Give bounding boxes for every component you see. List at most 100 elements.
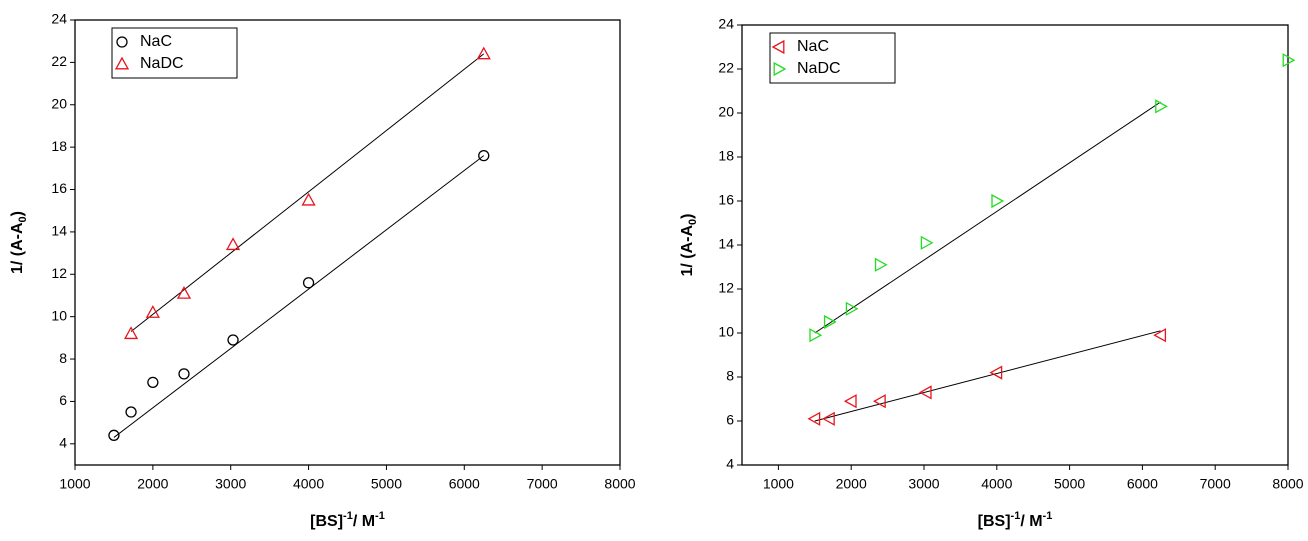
x-tick-label: 1000 — [59, 476, 90, 492]
point — [147, 376, 159, 389]
y-tick-label: 10 — [718, 324, 734, 340]
y-tick-label: 24 — [51, 11, 67, 27]
point — [1155, 99, 1168, 114]
y-axis-label-part: 1/ (A-A — [679, 225, 696, 277]
x-tick-label: 5000 — [1054, 476, 1085, 492]
fit-line — [130, 53, 485, 332]
x-axis-label-part: -1 — [375, 510, 385, 522]
point — [773, 61, 787, 77]
y-tick-label: 16 — [718, 192, 734, 208]
y-tick-label: 14 — [718, 236, 734, 252]
point — [301, 192, 316, 206]
x-tick-label: 3000 — [908, 476, 939, 492]
x-axis-label-part: / M — [1020, 513, 1042, 530]
point — [771, 39, 785, 55]
y-tick-label: 6 — [726, 412, 734, 428]
point — [823, 314, 837, 330]
x-axis-label-part: -1 — [343, 510, 353, 522]
legend-label: NaC — [140, 33, 172, 50]
point — [845, 301, 859, 316]
y-axis-label-part: 0 — [17, 216, 29, 222]
point — [478, 149, 490, 162]
x-tick-label: 2000 — [836, 476, 867, 492]
y-tick-label: 8 — [726, 368, 734, 384]
point — [125, 406, 137, 418]
x-tick-label: 8000 — [1272, 476, 1303, 492]
point — [807, 411, 821, 426]
y-tick-label: 4 — [59, 435, 67, 451]
point — [1153, 328, 1167, 343]
x-axis-label-part: [BS] — [978, 513, 1011, 530]
x-axis-label: [BS]-1/ M-1 — [978, 510, 1053, 530]
plot: 1000 2000 3000 4000 5000 6000 7000 8000 4 6 8 10 12 1… — [9, 11, 636, 531]
x-axis-label-part: -1 — [1043, 510, 1053, 522]
point — [178, 368, 190, 380]
point — [1282, 53, 1296, 68]
point — [809, 328, 823, 343]
y-tick-label: 8 — [59, 350, 67, 366]
x-tick-label: 5000 — [371, 476, 402, 492]
point — [227, 334, 239, 346]
point — [116, 36, 128, 48]
y-tick-label: 14 — [51, 223, 67, 239]
y-tick-label: 16 — [51, 180, 67, 196]
x-tick-label: 3000 — [215, 476, 246, 492]
y-tick-label: 18 — [51, 138, 67, 154]
x-axis-label-part: / M — [353, 513, 375, 530]
point — [302, 277, 315, 289]
fit-line — [814, 101, 1161, 334]
x-axis-label-part: [BS] — [310, 513, 343, 530]
plot: 1000 2000 3000 4000 5000 6000 7000 8000 4 6 8 10 12 1… — [679, 16, 1304, 531]
x-tick-label: 7000 — [1200, 476, 1231, 492]
x-tick-label: 1000 — [763, 476, 794, 492]
y-tick-label: 18 — [718, 148, 734, 164]
point — [225, 237, 241, 251]
y-axis-label-part: ) — [679, 213, 696, 218]
y-tick-label: 12 — [718, 280, 734, 296]
legend-box — [769, 32, 896, 84]
x-axis-label: [BS]-1/ M-1 — [310, 510, 385, 530]
x-tick-label: 4000 — [293, 476, 324, 492]
y-tick-label: 4 — [726, 456, 734, 472]
y-tick-label: 20 — [718, 104, 734, 120]
fit-line — [814, 330, 1161, 422]
plot-frame — [741, 24, 1289, 466]
y-tick-label: 10 — [51, 307, 67, 323]
y-tick-label: 22 — [51, 53, 67, 69]
x-tick-label: 6000 — [1127, 476, 1158, 492]
point — [991, 193, 1005, 209]
point — [920, 235, 934, 250]
point — [822, 411, 835, 426]
point — [176, 286, 192, 299]
x-axis-label-part: -1 — [1011, 510, 1021, 522]
x-tick-label: 7000 — [527, 476, 558, 492]
fit-line — [113, 155, 485, 438]
point — [123, 326, 139, 340]
point — [989, 365, 1003, 380]
y-axis-label: 1/ (A-A0) — [679, 213, 699, 276]
y-tick-label: 24 — [718, 16, 734, 32]
point — [108, 429, 120, 441]
legend-label: NaC — [797, 38, 829, 55]
y-tick-label: 12 — [51, 265, 67, 281]
x-tick-label: 4000 — [981, 476, 1012, 492]
point — [918, 385, 932, 400]
x-tick-label: 2000 — [137, 476, 168, 492]
y-axis-label: 1/ (A-A0) — [9, 211, 29, 274]
x-tick-label: 6000 — [449, 476, 480, 492]
point — [874, 257, 888, 272]
y-tick-label: 20 — [51, 95, 67, 111]
legend-label: NaDC — [140, 55, 184, 72]
legend-box — [111, 27, 238, 79]
y-axis-label-part: 1/ (A-A — [9, 222, 26, 274]
point — [843, 394, 857, 409]
point — [145, 305, 160, 318]
x-tick-label: 8000 — [604, 476, 635, 492]
point — [476, 46, 491, 60]
point — [114, 56, 130, 70]
y-axis-label-part: 0 — [687, 219, 699, 225]
point — [872, 394, 886, 409]
y-tick-label: 22 — [718, 60, 734, 76]
plot-frame — [74, 19, 621, 466]
